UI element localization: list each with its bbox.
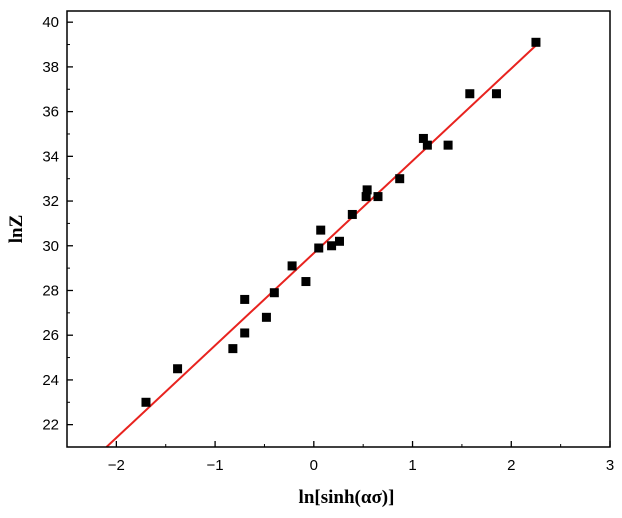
data-point [173, 364, 183, 374]
y-tick-label: 26 [42, 327, 59, 344]
x-tick-label: 1 [408, 457, 416, 474]
data-point [240, 294, 250, 304]
y-axis: 22 24 26 28 30 32 34 36 38 40 [42, 14, 73, 448]
data-point [373, 192, 383, 202]
y-tick-label: 24 [42, 372, 59, 389]
data-point [240, 328, 250, 338]
data-point [287, 261, 297, 271]
y-tick-label: 30 [42, 238, 59, 255]
data-point [327, 241, 337, 251]
y-tick-label: 40 [42, 14, 59, 31]
data-point [347, 209, 357, 219]
x-tick-label: 0 [310, 457, 318, 474]
plot-frame [66, 10, 611, 448]
data-point [361, 192, 371, 202]
y-tick-label: 38 [42, 59, 59, 76]
data-point [531, 37, 541, 47]
data-point [362, 185, 372, 195]
data-point [316, 225, 326, 235]
data-point [261, 312, 271, 322]
x-tick-label: −1 [207, 457, 224, 474]
y-tick-label: 28 [42, 282, 59, 299]
data-point [443, 140, 453, 150]
x-tick-label: −2 [108, 457, 125, 474]
y-tick-label: 22 [42, 417, 59, 434]
x-axis: −2 −1 0 1 2 3 [66, 441, 614, 474]
data-point [314, 243, 324, 253]
y-tick-label: 34 [42, 148, 59, 165]
data-point [422, 140, 432, 150]
x-tick-label: 3 [606, 457, 614, 474]
x-tick-label: 2 [507, 457, 515, 474]
data-point [395, 174, 405, 184]
data-point [141, 397, 151, 407]
y-tick-label: 32 [42, 193, 59, 210]
data-point [301, 277, 311, 287]
y-tick-label: 36 [42, 104, 59, 121]
plot-area [105, 37, 541, 448]
data-point [228, 344, 238, 354]
data-point [269, 288, 279, 298]
data-point [491, 89, 501, 99]
data-point [334, 236, 344, 246]
data-point [418, 133, 428, 143]
data-point [465, 89, 475, 99]
y-axis-title: lnZ [6, 215, 27, 244]
x-axis-title: ln[sinh(ασ)] [299, 487, 395, 508]
